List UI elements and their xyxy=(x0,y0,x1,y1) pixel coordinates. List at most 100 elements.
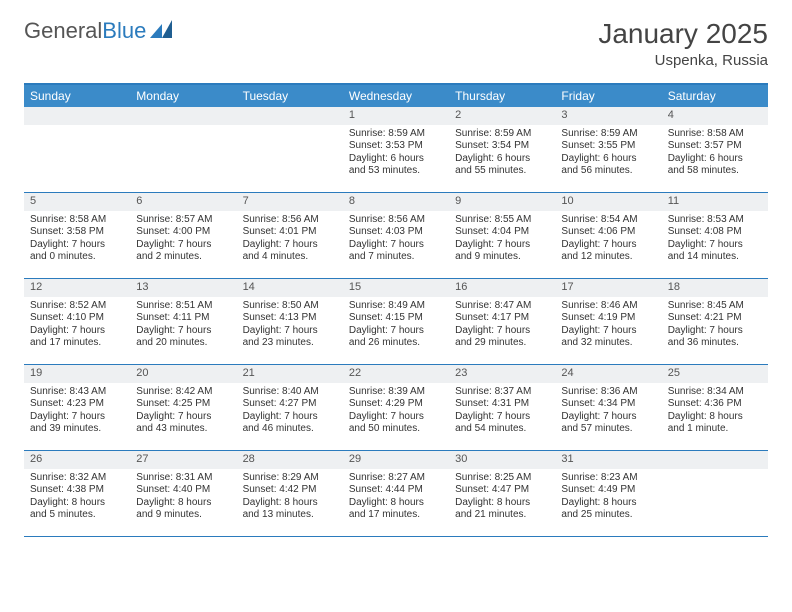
day-number: 25 xyxy=(662,365,768,383)
day-number: 2 xyxy=(449,107,555,125)
day-number: 16 xyxy=(449,279,555,297)
sunset-line: Sunset: 4:23 PM xyxy=(30,398,124,411)
sunrise-line: Sunrise: 8:39 AM xyxy=(349,386,443,399)
day-number: 15 xyxy=(343,279,449,297)
day-cell: 6 Sunrise: 8:57 AMSunset: 4:00 PMDaylight… xyxy=(130,193,236,279)
sunset-line: Sunset: 4:47 PM xyxy=(455,484,549,497)
day-cell: 18Sunrise: 8:45 AMSunset: 4:21 PMDayligh… xyxy=(662,279,768,365)
daylight-line: Daylight: 7 hours and 0 minutes. xyxy=(30,239,124,264)
day-number: 26 xyxy=(24,451,130,469)
day-number: 14 xyxy=(237,279,343,297)
daylight-line: Daylight: 7 hours and 36 minutes. xyxy=(668,325,762,350)
daylight-line: Daylight: 6 hours and 53 minutes. xyxy=(349,153,443,178)
sunrise-line: Sunrise: 8:56 AM xyxy=(349,214,443,227)
daylight-line: Daylight: 8 hours and 25 minutes. xyxy=(561,497,655,522)
sunset-line: Sunset: 3:57 PM xyxy=(668,140,762,153)
sunrise-line: Sunrise: 8:56 AM xyxy=(243,214,337,227)
sunset-line: Sunset: 4:25 PM xyxy=(136,398,230,411)
sunset-line: Sunset: 3:53 PM xyxy=(349,140,443,153)
day-number: 12 xyxy=(24,279,130,297)
day-cell: 5Sunrise: 8:58 AMSunset: 3:58 PMDaylight… xyxy=(24,193,130,279)
daylight-line: Daylight: 7 hours and 46 minutes. xyxy=(243,411,337,436)
header: GeneralBlue January 2025 Uspenka, Russia xyxy=(24,18,768,69)
day-number xyxy=(24,107,130,125)
dow-header: Monday xyxy=(130,85,236,107)
day-cell: 11Sunrise: 8:53 AMSunset: 4:08 PMDayligh… xyxy=(662,193,768,279)
day-number: 11 xyxy=(662,193,768,211)
sunrise-line: Sunrise: 8:57 AM xyxy=(136,214,230,227)
day-number: 8 xyxy=(343,193,449,211)
day-cell: 26Sunrise: 8:32 AMSunset: 4:38 PMDayligh… xyxy=(24,451,130,537)
day-number: 19 xyxy=(24,365,130,383)
sunset-line: Sunset: 4:44 PM xyxy=(349,484,443,497)
sunset-line: Sunset: 4:29 PM xyxy=(349,398,443,411)
day-number xyxy=(662,451,768,469)
sunset-line: Sunset: 4:11 PM xyxy=(136,312,230,325)
sunset-line: Sunset: 4:27 PM xyxy=(243,398,337,411)
daylight-line: Daylight: 8 hours and 9 minutes. xyxy=(136,497,230,522)
daylight-line: Daylight: 8 hours and 17 minutes. xyxy=(349,497,443,522)
day-number: 31 xyxy=(555,451,661,469)
dow-header: Thursday xyxy=(449,85,555,107)
day-cell: 15Sunrise: 8:49 AMSunset: 4:15 PMDayligh… xyxy=(343,279,449,365)
sunset-line: Sunset: 4:06 PM xyxy=(561,226,655,239)
daylight-line: Daylight: 6 hours and 55 minutes. xyxy=(455,153,549,178)
sunrise-line: Sunrise: 8:59 AM xyxy=(455,128,549,141)
daylight-line: Daylight: 7 hours and 29 minutes. xyxy=(455,325,549,350)
day-number: 13 xyxy=(130,279,236,297)
daylight-line: Daylight: 8 hours and 5 minutes. xyxy=(30,497,124,522)
day-cell: 14Sunrise: 8:50 AMSunset: 4:13 PMDayligh… xyxy=(237,279,343,365)
day-cell: 8Sunrise: 8:56 AMSunset: 4:03 PMDaylight… xyxy=(343,193,449,279)
sunset-line: Sunset: 3:55 PM xyxy=(561,140,655,153)
sunrise-line: Sunrise: 8:27 AM xyxy=(349,472,443,485)
sunset-line: Sunset: 4:36 PM xyxy=(668,398,762,411)
brand-logo: GeneralBlue xyxy=(24,18,176,44)
daylight-line: Daylight: 7 hours and 7 minutes. xyxy=(349,239,443,264)
sunrise-line: Sunrise: 8:23 AM xyxy=(561,472,655,485)
daylight-line: Daylight: 7 hours and 20 minutes. xyxy=(136,325,230,350)
day-cell: 23Sunrise: 8:37 AMSunset: 4:31 PMDayligh… xyxy=(449,365,555,451)
day-cell: 22Sunrise: 8:39 AMSunset: 4:29 PMDayligh… xyxy=(343,365,449,451)
dow-header: Friday xyxy=(555,85,661,107)
day-cell: 30Sunrise: 8:25 AMSunset: 4:47 PMDayligh… xyxy=(449,451,555,537)
daylight-line: Daylight: 8 hours and 1 minute. xyxy=(668,411,762,436)
sunrise-line: Sunrise: 8:43 AM xyxy=(30,386,124,399)
day-cell: 3Sunrise: 8:59 AMSunset: 3:55 PMDaylight… xyxy=(555,107,661,193)
day-cell: 24Sunrise: 8:36 AMSunset: 4:34 PMDayligh… xyxy=(555,365,661,451)
daylight-line: Daylight: 8 hours and 13 minutes. xyxy=(243,497,337,522)
day-number: 28 xyxy=(237,451,343,469)
sunrise-line: Sunrise: 8:34 AM xyxy=(668,386,762,399)
day-number: 6 xyxy=(130,193,236,211)
day-number: 5 xyxy=(24,193,130,211)
day-cell: 17Sunrise: 8:46 AMSunset: 4:19 PMDayligh… xyxy=(555,279,661,365)
sunrise-line: Sunrise: 8:25 AM xyxy=(455,472,549,485)
day-number: 4 xyxy=(662,107,768,125)
day-cell: 28Sunrise: 8:29 AMSunset: 4:42 PMDayligh… xyxy=(237,451,343,537)
sunset-line: Sunset: 4:00 PM xyxy=(136,226,230,239)
day-number: 1 xyxy=(343,107,449,125)
sunset-line: Sunset: 4:15 PM xyxy=(349,312,443,325)
sunrise-line: Sunrise: 8:52 AM xyxy=(30,300,124,313)
day-number: 23 xyxy=(449,365,555,383)
dow-header: Tuesday xyxy=(237,85,343,107)
sunset-line: Sunset: 4:42 PM xyxy=(243,484,337,497)
day-number: 10 xyxy=(555,193,661,211)
sunset-line: Sunset: 4:01 PM xyxy=(243,226,337,239)
daylight-line: Daylight: 7 hours and 23 minutes. xyxy=(243,325,337,350)
daylight-line: Daylight: 6 hours and 58 minutes. xyxy=(668,153,762,178)
daylight-line: Daylight: 7 hours and 57 minutes. xyxy=(561,411,655,436)
sunrise-line: Sunrise: 8:54 AM xyxy=(561,214,655,227)
day-number: 7 xyxy=(237,193,343,211)
daylight-line: Daylight: 7 hours and 2 minutes. xyxy=(136,239,230,264)
sunrise-line: Sunrise: 8:37 AM xyxy=(455,386,549,399)
dow-header: Sunday xyxy=(24,85,130,107)
sunset-line: Sunset: 3:58 PM xyxy=(30,226,124,239)
day-cell: 1Sunrise: 8:59 AMSunset: 3:53 PMDaylight… xyxy=(343,107,449,193)
daylight-line: Daylight: 7 hours and 12 minutes. xyxy=(561,239,655,264)
sunset-line: Sunset: 4:49 PM xyxy=(561,484,655,497)
sunrise-line: Sunrise: 8:46 AM xyxy=(561,300,655,313)
title-block: January 2025 Uspenka, Russia xyxy=(598,18,768,69)
daylight-line: Daylight: 7 hours and 50 minutes. xyxy=(349,411,443,436)
day-cell: 2Sunrise: 8:59 AMSunset: 3:54 PMDaylight… xyxy=(449,107,555,193)
day-cell: 25 Sunrise: 8:34 AMSunset: 4:36 PMDayligh… xyxy=(662,365,768,451)
